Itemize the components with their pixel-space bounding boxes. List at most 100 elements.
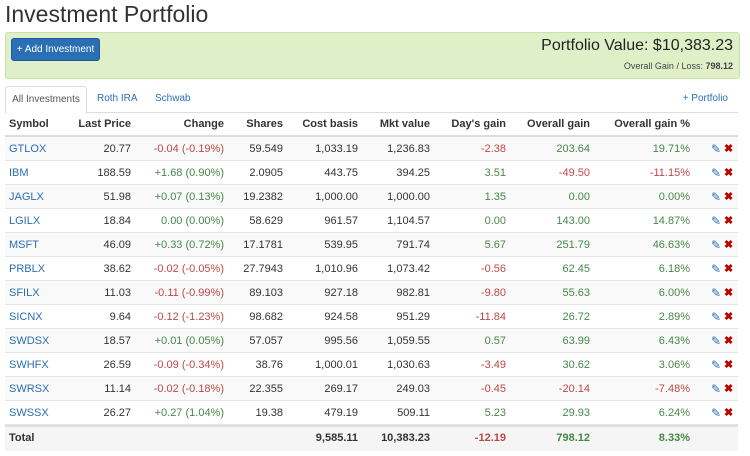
cell: -11.84 (475, 311, 506, 323)
cell: 3.06% (658, 359, 690, 371)
tab[interactable]: Roth IRA (97, 93, 138, 104)
cell: 5.23 (484, 407, 506, 419)
delete-icon[interactable]: ✖ (724, 311, 734, 323)
cell: -0.56 (480, 263, 506, 275)
cell: 6.18% (658, 263, 690, 275)
symbol-link[interactable]: MSFT (9, 239, 39, 251)
cell: 927.18 (324, 287, 358, 299)
cell: -0.02 (-0.18%) (153, 383, 224, 395)
cell: 6.24% (658, 407, 690, 419)
cell: 1,000.01 (315, 359, 358, 371)
total-cell: 9,585.11 (315, 432, 358, 444)
edit-icon[interactable]: ✎ (711, 406, 722, 420)
symbol-link[interactable]: PRBLX (9, 263, 46, 275)
edit-icon[interactable]: ✎ (711, 214, 722, 228)
column-header: Last Price (78, 118, 131, 130)
cell: 22.355 (249, 383, 283, 395)
delete-icon[interactable]: ✖ (724, 215, 734, 227)
cell: +1.68 (0.90%) (154, 167, 224, 179)
symbol-link[interactable]: GTLOX (9, 143, 47, 155)
cell: 89.103 (249, 287, 283, 299)
cell: 1.35 (484, 191, 506, 203)
delete-icon[interactable]: ✖ (724, 407, 734, 419)
total-cell: 798.12 (556, 432, 590, 444)
edit-icon[interactable]: ✎ (711, 142, 722, 156)
edit-icon[interactable]: ✎ (711, 238, 722, 252)
column-header: Symbol (9, 118, 49, 130)
edit-icon[interactable]: ✎ (711, 166, 722, 180)
symbol-link[interactable]: SWDSX (9, 335, 50, 347)
cell: 249.03 (396, 383, 430, 395)
cell: 6.00% (658, 287, 690, 299)
delete-icon[interactable]: ✖ (724, 359, 734, 371)
tab[interactable]: Schwab (155, 93, 191, 104)
cell: 0.00% (658, 191, 690, 203)
tab-active[interactable]: All Investments (5, 86, 87, 114)
delete-icon[interactable]: ✖ (724, 191, 734, 203)
delete-icon[interactable]: ✖ (724, 167, 734, 179)
edit-icon[interactable]: ✎ (711, 262, 722, 276)
cell: 1,030.63 (387, 359, 430, 371)
delete-icon[interactable]: ✖ (724, 287, 734, 299)
symbol-link[interactable]: SICNX (9, 311, 43, 323)
edit-icon[interactable]: ✎ (711, 286, 722, 300)
cell: 982.81 (396, 287, 430, 299)
cell: 791.74 (396, 239, 430, 251)
cell: 5.67 (484, 239, 506, 251)
row-bg (5, 161, 738, 185)
cell: 924.58 (324, 311, 358, 323)
symbol-link[interactable]: SWRSX (9, 383, 50, 395)
cell: 11.03 (104, 287, 131, 299)
delete-icon[interactable]: ✖ (724, 143, 734, 155)
edit-icon[interactable]: ✎ (711, 190, 722, 204)
cell: 203.64 (556, 143, 590, 155)
cell: 188.59 (97, 167, 131, 179)
cell: +0.33 (0.72%) (154, 239, 224, 251)
cell: -0.04 (-0.19%) (153, 143, 224, 155)
edit-icon[interactable]: ✎ (711, 334, 722, 348)
row-bg (5, 257, 738, 281)
delete-icon[interactable]: ✖ (724, 239, 734, 251)
cell: 20.77 (103, 143, 131, 155)
row-bg (5, 209, 738, 233)
cell: +0.27 (1.04%) (154, 407, 224, 419)
column-header: Day's gain (451, 118, 506, 130)
cell: 0.00 (568, 191, 590, 203)
delete-icon[interactable]: ✖ (724, 335, 734, 347)
cell: 63.99 (562, 335, 590, 347)
row-bg (5, 353, 738, 377)
delete-icon[interactable]: ✖ (724, 263, 734, 275)
cell: 62.45 (562, 263, 590, 275)
cell: -7.48% (655, 383, 690, 395)
cell: 29.93 (562, 407, 590, 419)
column-header: Change (183, 118, 224, 130)
symbol-link[interactable]: JAGLX (9, 191, 44, 203)
symbol-link[interactable]: SWSSX (9, 407, 49, 419)
row-bg (5, 377, 738, 401)
add-portfolio[interactable]: + Portfolio (682, 93, 728, 104)
cell: 26.72 (562, 311, 590, 323)
symbol-link[interactable]: SWHFX (9, 359, 49, 371)
cell: 1,010.96 (315, 263, 358, 275)
edit-icon[interactable]: ✎ (711, 382, 722, 396)
cell: 59.549 (249, 143, 283, 155)
cell: 394.25 (396, 167, 430, 179)
cell: 3.51 (484, 167, 506, 179)
edit-icon[interactable]: ✎ (711, 310, 722, 324)
cell: -49.50 (558, 167, 590, 179)
add-investment-button[interactable]: + Add Investment (11, 38, 100, 61)
cell: 19.2382 (243, 191, 283, 203)
column-header: Shares (246, 118, 283, 130)
symbol-link[interactable]: LGILX (9, 215, 41, 227)
symbol-link[interactable]: IBM (9, 167, 29, 179)
page-title: Investment Portfolio (5, 1, 209, 27)
cell: 19.38 (255, 407, 283, 419)
delete-icon[interactable]: ✖ (724, 383, 734, 395)
edit-icon[interactable]: ✎ (711, 358, 722, 372)
cell: 17.1781 (243, 239, 283, 251)
cell: 55.63 (562, 287, 590, 299)
cell: 143.00 (556, 215, 590, 227)
row-bg (5, 233, 738, 257)
symbol-link[interactable]: SFILX (9, 287, 40, 299)
cell: 57.057 (249, 335, 283, 347)
